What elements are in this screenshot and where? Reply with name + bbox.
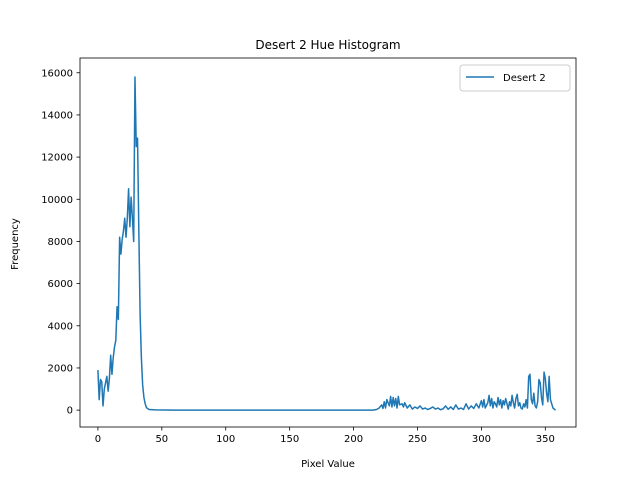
axes: 0 50 100 150 200 250 300 350 0 2000 4000 6000 8000 10…: [41, 57, 577, 445]
x-tick-label: 200: [344, 434, 363, 445]
x-tick-label: 0: [95, 434, 101, 445]
y-tick-label: 16000: [41, 68, 73, 79]
y-tick-label: 8000: [48, 237, 73, 248]
y-tick-label: 0: [67, 406, 73, 417]
y-tick-label: 14000: [41, 110, 73, 121]
y-tick-label: 10000: [41, 195, 73, 206]
legend-box: [459, 64, 571, 92]
x-tick-label: 100: [216, 434, 235, 445]
y-tick-label: 12000: [41, 153, 73, 164]
x-tick-label: 350: [536, 434, 555, 445]
y-tick-label: 2000: [48, 363, 73, 374]
legend: Desert 2: [459, 64, 571, 92]
x-tick-label: 150: [280, 434, 299, 445]
axes-frame: [79, 57, 577, 428]
y-tick-label: 4000: [48, 321, 73, 332]
plot-area: [97, 76, 557, 411]
x-tick-label: 250: [408, 434, 427, 445]
legend-label-desert-2: Desert 2: [503, 73, 546, 84]
y-axis-label: Frequency: [10, 218, 21, 270]
x-tick-label: 50: [155, 434, 168, 445]
x-axis-label: Pixel Value: [301, 459, 355, 470]
y-tick-label: 6000: [48, 279, 73, 290]
series-line-0: [97, 76, 557, 411]
chart-title: Desert 2 Hue Histogram: [255, 38, 400, 52]
x-tick-label: 300: [472, 434, 491, 445]
